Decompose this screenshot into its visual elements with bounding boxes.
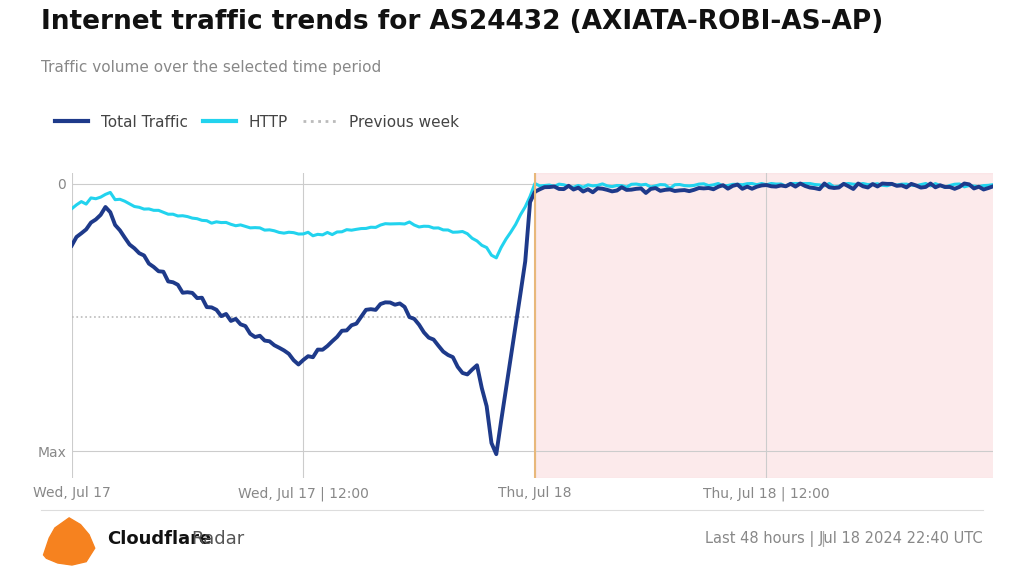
Bar xyxy=(535,173,998,478)
Text: Cloudflare: Cloudflare xyxy=(108,529,212,548)
Text: Internet traffic trends for AS24432 (AXIATA-ROBI-AS-AP): Internet traffic trends for AS24432 (AXI… xyxy=(41,9,884,35)
Text: |: | xyxy=(820,530,825,547)
Text: Radar: Radar xyxy=(191,529,245,548)
Text: Traffic volume over the selected time period: Traffic volume over the selected time pe… xyxy=(41,60,381,75)
Polygon shape xyxy=(43,518,94,565)
Legend: Total Traffic, HTTP, Previous week: Total Traffic, HTTP, Previous week xyxy=(48,108,465,136)
Text: Last 48 hours | Jul 18 2024 22:40 UTC: Last 48 hours | Jul 18 2024 22:40 UTC xyxy=(706,530,983,547)
